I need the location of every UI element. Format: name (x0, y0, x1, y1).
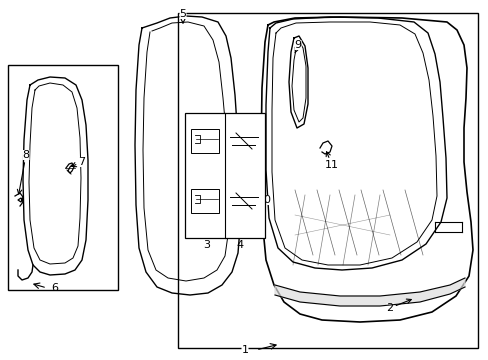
Text: 6: 6 (51, 283, 59, 293)
Polygon shape (274, 278, 464, 306)
Text: 1: 1 (241, 345, 248, 355)
Text: 10: 10 (258, 195, 271, 205)
Text: 7: 7 (72, 157, 85, 167)
Text: 3: 3 (203, 240, 210, 250)
Text: 11: 11 (325, 152, 338, 170)
Bar (184, 113, 264, 238)
Text: 8: 8 (18, 150, 29, 194)
Bar (8, 65, 118, 290)
Bar (191, 189, 219, 213)
Bar (191, 129, 219, 153)
Text: 2: 2 (386, 299, 410, 313)
Text: 9: 9 (294, 40, 301, 53)
Text: 5: 5 (179, 9, 186, 23)
Text: 4: 4 (236, 240, 243, 250)
Bar (178, 13, 477, 348)
